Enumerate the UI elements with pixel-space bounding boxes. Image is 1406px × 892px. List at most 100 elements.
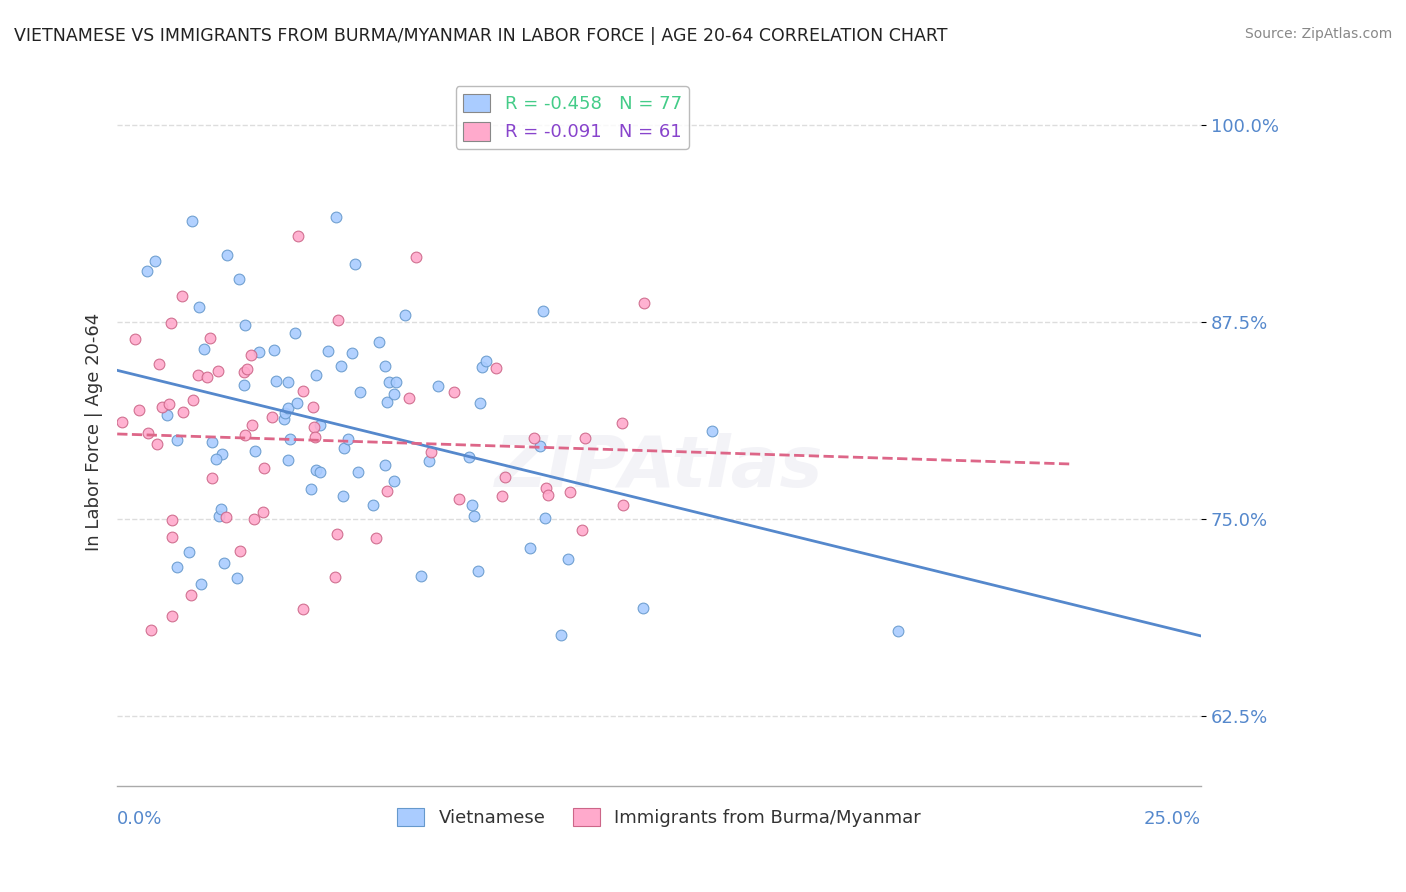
Point bbox=[170, 289, 193, 303]
Point bbox=[157, 397, 180, 411]
Point bbox=[631, 600, 654, 615]
Point bbox=[491, 489, 513, 503]
Point bbox=[277, 375, 299, 389]
Point bbox=[374, 359, 396, 373]
Point bbox=[323, 569, 346, 583]
Point bbox=[461, 498, 484, 512]
Point bbox=[447, 492, 470, 507]
Point bbox=[299, 483, 322, 497]
Point bbox=[382, 386, 405, 401]
Point bbox=[188, 300, 211, 314]
Point bbox=[474, 354, 496, 368]
Point bbox=[533, 510, 555, 524]
Point bbox=[226, 571, 249, 585]
Point bbox=[405, 250, 427, 264]
Point bbox=[409, 569, 432, 583]
Point bbox=[160, 609, 183, 624]
Point bbox=[156, 409, 179, 423]
Point bbox=[558, 484, 581, 499]
Point bbox=[217, 247, 239, 261]
Point bbox=[325, 526, 347, 541]
Y-axis label: In Labor Force | Age 20-64: In Labor Force | Age 20-64 bbox=[86, 313, 103, 551]
Point bbox=[235, 362, 257, 376]
Point bbox=[329, 359, 352, 373]
Point bbox=[557, 552, 579, 566]
Point bbox=[426, 379, 449, 393]
Point bbox=[233, 427, 256, 442]
Point bbox=[172, 404, 194, 418]
Point bbox=[187, 368, 209, 382]
Point bbox=[571, 523, 593, 537]
Point bbox=[368, 335, 391, 350]
Point bbox=[181, 214, 204, 228]
Point bbox=[139, 623, 162, 637]
Point bbox=[519, 541, 541, 555]
Point bbox=[702, 424, 724, 438]
Point bbox=[211, 447, 233, 461]
Point bbox=[193, 342, 215, 356]
Point bbox=[160, 513, 183, 527]
Point bbox=[201, 471, 224, 485]
Point bbox=[550, 627, 572, 641]
Point bbox=[166, 433, 188, 447]
Point bbox=[534, 481, 557, 495]
Point bbox=[361, 499, 384, 513]
Point bbox=[332, 489, 354, 503]
Point bbox=[145, 254, 167, 268]
Point bbox=[309, 465, 332, 479]
Point bbox=[111, 415, 134, 429]
Point bbox=[128, 402, 150, 417]
Point bbox=[394, 308, 416, 322]
Point bbox=[278, 432, 301, 446]
Point bbox=[124, 333, 146, 347]
Point bbox=[463, 509, 485, 524]
Point bbox=[374, 458, 396, 472]
Point bbox=[243, 443, 266, 458]
Point bbox=[398, 391, 420, 405]
Point bbox=[347, 465, 370, 479]
Point bbox=[284, 326, 307, 340]
Point bbox=[247, 345, 270, 359]
Point bbox=[252, 505, 274, 519]
Point bbox=[325, 210, 347, 224]
Point bbox=[304, 430, 326, 444]
Point bbox=[266, 375, 288, 389]
Point bbox=[458, 450, 481, 465]
Point bbox=[471, 359, 494, 374]
Point bbox=[150, 400, 173, 414]
Point bbox=[287, 228, 309, 243]
Point bbox=[494, 470, 516, 484]
Point bbox=[292, 602, 315, 616]
Point bbox=[529, 439, 551, 453]
Point bbox=[274, 405, 297, 419]
Point bbox=[523, 431, 546, 445]
Point bbox=[263, 343, 285, 358]
Point bbox=[233, 365, 256, 379]
Point bbox=[277, 401, 299, 415]
Point bbox=[201, 434, 224, 449]
Point bbox=[260, 410, 283, 425]
Point bbox=[633, 296, 655, 310]
Point bbox=[190, 576, 212, 591]
Point bbox=[209, 502, 232, 516]
Point bbox=[349, 384, 371, 399]
Point bbox=[198, 331, 221, 345]
Point bbox=[160, 316, 183, 330]
Point bbox=[212, 556, 235, 570]
Point bbox=[886, 624, 908, 638]
Text: VIETNAMESE VS IMMIGRANTS FROM BURMA/MYANMAR IN LABOR FORCE | AGE 20-64 CORRELATI: VIETNAMESE VS IMMIGRANTS FROM BURMA/MYAN… bbox=[14, 27, 948, 45]
Point bbox=[148, 357, 170, 371]
Point bbox=[180, 588, 202, 602]
Point bbox=[291, 384, 314, 398]
Point bbox=[302, 400, 325, 414]
Point bbox=[316, 344, 339, 359]
Point bbox=[332, 442, 354, 456]
Point bbox=[273, 412, 295, 426]
Point bbox=[612, 499, 634, 513]
Point bbox=[195, 369, 218, 384]
Point bbox=[277, 452, 299, 467]
Point bbox=[418, 454, 440, 468]
Point bbox=[443, 385, 465, 400]
Point bbox=[326, 312, 349, 326]
Point bbox=[470, 396, 492, 410]
